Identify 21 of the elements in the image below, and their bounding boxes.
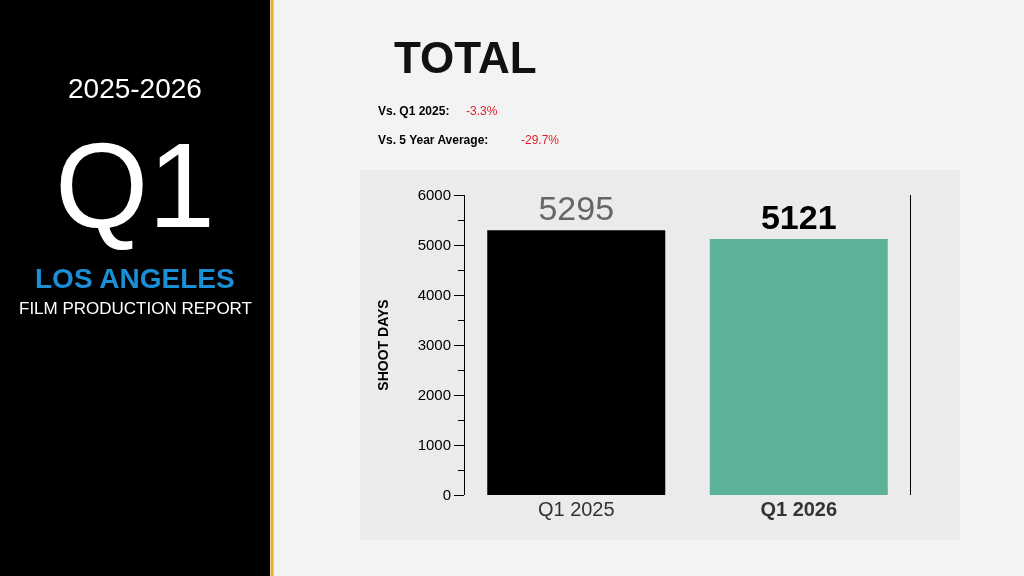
text: -29.7% [521,133,560,147]
y-tick-label: 1000 [417,436,451,454]
y-tick-label: 5000 [417,236,451,254]
text: Vs. Q1 2025: [378,104,450,118]
data-label: 5121 [760,197,837,236]
x-tick-label: Q1 2025 [537,498,615,520]
y-tick-label: 6000 [417,186,451,204]
text: Q1 [55,118,216,252]
y-tick-label: 4000 [417,286,451,304]
y-tick-label: 3000 [417,336,451,354]
y-axis-title: SHOOT DAYS [375,299,392,391]
text: -3.3% [466,104,498,118]
y-tick-label: 0 [442,486,451,504]
y-tick-label: 2000 [417,386,451,404]
text: Vs. 5 Year Average: [378,133,489,147]
text: LOS ANGELES [35,263,235,294]
x-tick-label: Q1 2026 [760,498,838,520]
text: 2025-2026 [68,73,202,104]
text: FILM PRODUCTION REPORT [19,299,252,318]
chart-title: TOTAL [394,33,537,82]
data-label: 5295 [538,189,615,228]
